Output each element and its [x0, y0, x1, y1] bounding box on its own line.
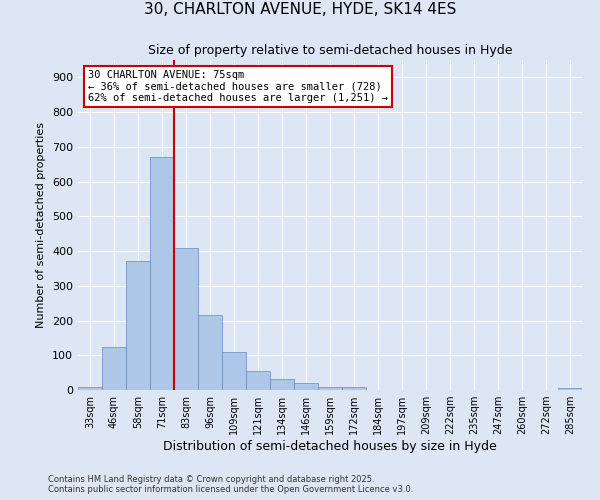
Bar: [174, 248, 198, 390]
Bar: [198, 316, 222, 390]
Bar: [558, 388, 582, 390]
Bar: [270, 378, 294, 390]
Y-axis label: Number of semi-detached properties: Number of semi-detached properties: [37, 122, 46, 328]
Bar: [222, 352, 246, 390]
Bar: [318, 386, 342, 390]
Bar: [246, 371, 270, 390]
Bar: [342, 386, 366, 390]
Bar: [102, 346, 126, 390]
Bar: [150, 158, 174, 390]
Title: Size of property relative to semi-detached houses in Hyde: Size of property relative to semi-detach…: [148, 44, 512, 58]
Bar: [294, 383, 318, 390]
Bar: [78, 386, 102, 390]
Text: 30 CHARLTON AVENUE: 75sqm
← 36% of semi-detached houses are smaller (728)
62% of: 30 CHARLTON AVENUE: 75sqm ← 36% of semi-…: [88, 70, 388, 103]
Text: 30, CHARLTON AVENUE, HYDE, SK14 4ES: 30, CHARLTON AVENUE, HYDE, SK14 4ES: [144, 2, 456, 18]
Bar: [126, 262, 150, 390]
Text: Contains HM Land Registry data © Crown copyright and database right 2025.
Contai: Contains HM Land Registry data © Crown c…: [48, 474, 413, 494]
X-axis label: Distribution of semi-detached houses by size in Hyde: Distribution of semi-detached houses by …: [163, 440, 497, 453]
